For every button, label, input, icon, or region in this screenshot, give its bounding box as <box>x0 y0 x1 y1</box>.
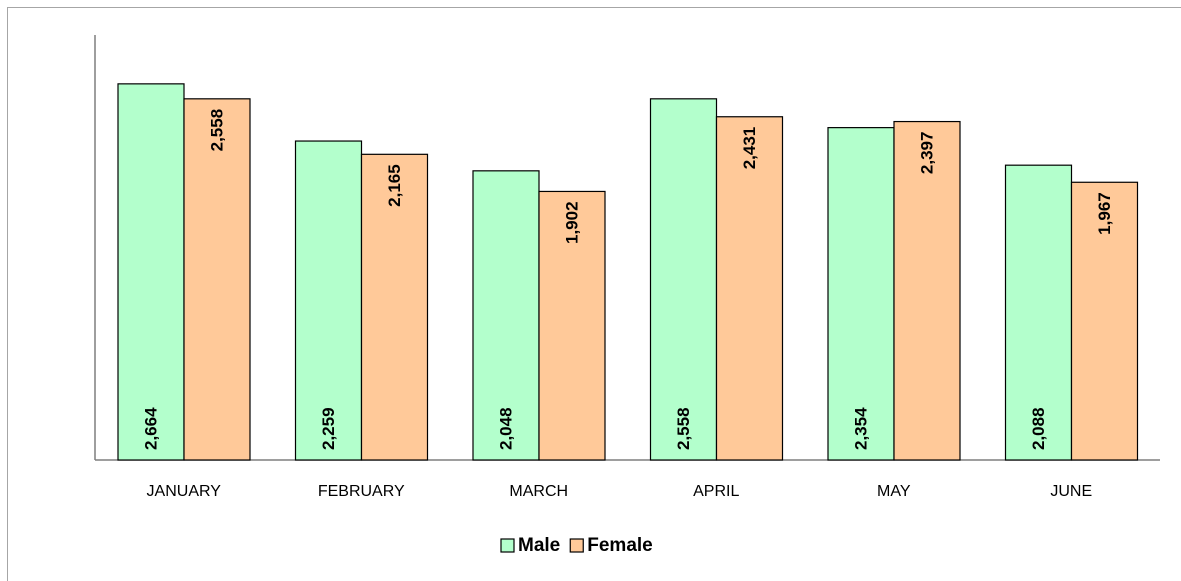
data-label: 2,558 <box>207 109 226 152</box>
x-tick-label: JUNE <box>1050 483 1092 500</box>
legend-label: Female <box>587 535 652 556</box>
data-label: 1,902 <box>562 201 581 244</box>
data-label: 2,354 <box>851 407 870 450</box>
data-label: 2,259 <box>319 407 338 450</box>
bar <box>827 127 895 461</box>
data-label: 1,967 <box>1095 192 1114 235</box>
data-label: 2,165 <box>385 164 404 207</box>
data-label: 2,431 <box>740 127 759 170</box>
bar <box>715 116 784 461</box>
data-label: 2,397 <box>917 132 936 175</box>
bar <box>649 98 718 461</box>
data-label: 2,664 <box>141 407 160 450</box>
bar <box>183 98 251 461</box>
bar <box>472 170 540 461</box>
bar <box>893 120 961 461</box>
x-tick-label: FEBRUARY <box>318 483 405 500</box>
bar <box>360 153 429 461</box>
legend-swatch <box>569 538 584 553</box>
legend-label: Male <box>518 535 560 556</box>
data-label: 2,048 <box>496 407 515 450</box>
x-tick-label: MAY <box>877 483 911 500</box>
bar <box>538 190 606 461</box>
legend-swatch <box>500 538 515 553</box>
bar <box>1070 181 1139 461</box>
bar <box>294 140 363 461</box>
data-label: 2,088 <box>1029 407 1048 450</box>
bar <box>117 83 185 461</box>
data-label: 2,558 <box>674 407 693 450</box>
x-tick-label: APRIL <box>693 483 739 500</box>
bar <box>1004 164 1073 461</box>
x-tick-label: MARCH <box>509 483 568 500</box>
x-tick-label: JANUARY <box>147 483 222 500</box>
